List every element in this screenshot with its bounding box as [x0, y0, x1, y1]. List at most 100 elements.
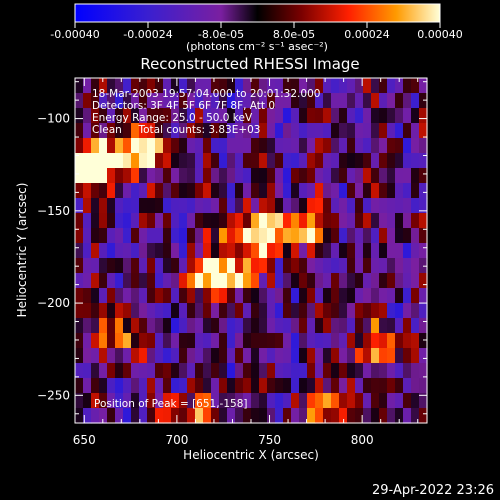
heatmap-cell: [107, 243, 116, 259]
heatmap-cell: [195, 408, 204, 424]
heatmap-cell: [179, 303, 188, 319]
heatmap-cell: [395, 93, 404, 109]
heatmap-cell: [91, 393, 100, 409]
heatmap-cell: [387, 168, 396, 184]
heatmap-cell: [139, 378, 148, 394]
heatmap-cell: [227, 288, 236, 304]
heatmap-cell: [363, 93, 372, 109]
heatmap-cell: [379, 348, 388, 364]
heatmap-cell: [171, 123, 180, 139]
heatmap-cell: [203, 108, 212, 124]
heatmap-cell: [395, 168, 404, 184]
heatmap-cell: [179, 408, 188, 424]
heatmap-cell: [115, 153, 124, 169]
heatmap-cell: [363, 123, 372, 139]
heatmap-cell: [115, 168, 124, 184]
heatmap-cell: [155, 108, 164, 124]
heatmap-cell: [299, 273, 308, 289]
heatmap-cell: [171, 348, 180, 364]
heatmap-cell: [267, 378, 276, 394]
heatmap-cell: [315, 273, 324, 289]
heatmap-cell: [299, 303, 308, 319]
heatmap-cell: [171, 183, 180, 199]
heatmap-cell: [411, 93, 420, 109]
heatmap-cell: [251, 348, 260, 364]
heatmap-cell: [123, 348, 132, 364]
heatmap-cell: [347, 123, 356, 139]
heatmap-cell: [211, 258, 220, 274]
heatmap-cell: [115, 333, 124, 349]
heatmap-cell: [195, 138, 204, 154]
heatmap-cell: [395, 228, 404, 244]
heatmap-cell: [387, 258, 396, 274]
heatmap-cell: [355, 333, 364, 349]
heatmap-cell: [155, 93, 164, 109]
heatmap-cell: [347, 243, 356, 259]
heatmap-cell: [331, 213, 340, 229]
heatmap-cell: [339, 78, 348, 94]
heatmap-cell: [387, 228, 396, 244]
heatmap-cell: [227, 258, 236, 274]
heatmap-cell: [307, 408, 316, 424]
heatmap-cell: [163, 273, 172, 289]
heatmap-cell: [403, 123, 412, 139]
heatmap-cell: [91, 153, 100, 169]
heatmap-cell: [123, 393, 132, 409]
heatmap-cell: [155, 363, 164, 379]
heatmap-cell: [227, 378, 236, 394]
heatmap-cell: [123, 213, 132, 229]
heatmap-cell: [83, 213, 92, 229]
heatmap-cell: [403, 318, 412, 334]
heatmap-cell: [83, 318, 92, 334]
heatmap-cell: [411, 393, 420, 409]
heatmap-cell: [147, 348, 156, 364]
heatmap-cell: [243, 123, 252, 139]
heatmap-cell: [251, 408, 260, 424]
heatmap-cell: [99, 378, 108, 394]
heatmap-cell: [379, 108, 388, 124]
heatmap-cell: [307, 78, 316, 94]
heatmap-cell: [147, 363, 156, 379]
heatmap-cell: [163, 318, 172, 334]
heatmap-cell: [267, 348, 276, 364]
heatmap-cell: [347, 258, 356, 274]
heatmap-cell: [363, 408, 372, 424]
heatmap-cell: [195, 333, 204, 349]
heatmap-cell: [339, 288, 348, 304]
heatmap-cell: [323, 273, 332, 289]
heatmap-cell: [179, 78, 188, 94]
heatmap-cell: [91, 213, 100, 229]
heatmap-cell: [331, 258, 340, 274]
heatmap-cell: [283, 363, 292, 379]
heatmap-cell: [195, 318, 204, 334]
heatmap-cell: [115, 363, 124, 379]
heatmap-cell: [299, 168, 308, 184]
heatmap-cell: [115, 348, 124, 364]
heatmap-cell: [219, 138, 228, 154]
heatmap-cell: [227, 93, 236, 109]
heatmap-cell: [75, 228, 84, 244]
heatmap-cell: [403, 93, 412, 109]
heatmap-cell: [419, 303, 428, 319]
heatmap-cell: [251, 213, 260, 229]
heatmap-cell: [267, 318, 276, 334]
heatmap-cell: [235, 288, 244, 304]
heatmap-cell: [283, 318, 292, 334]
heatmap-cell: [203, 378, 212, 394]
heatmap-cell: [379, 378, 388, 394]
heatmap-cell: [411, 333, 420, 349]
heatmap-cell: [419, 93, 428, 109]
heatmap-cell: [243, 228, 252, 244]
heatmap-cell: [99, 198, 108, 214]
heatmap-cell: [107, 78, 116, 94]
heatmap-cell: [291, 273, 300, 289]
heatmap-cell: [291, 168, 300, 184]
heatmap-cell: [139, 138, 148, 154]
heatmap-cell: [403, 333, 412, 349]
heatmap-cell: [155, 288, 164, 304]
heatmap-cell: [275, 153, 284, 169]
y-tick-label: −100: [37, 112, 70, 126]
heatmap-cell: [411, 108, 420, 124]
heatmap-cell: [155, 78, 164, 94]
heatmap-cell: [339, 183, 348, 199]
